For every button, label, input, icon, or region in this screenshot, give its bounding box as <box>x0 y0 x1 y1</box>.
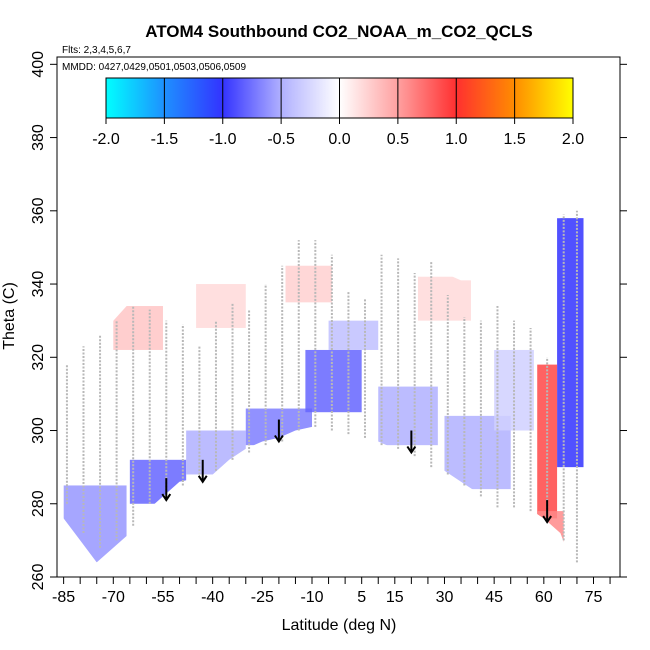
anomaly-cell <box>129 459 187 504</box>
arrow-head <box>161 493 172 502</box>
y-tick-label: 400 <box>30 51 47 78</box>
anomaly-cell <box>285 265 332 303</box>
y-tick-label: 320 <box>30 344 47 371</box>
colorbar-tick-label: 0.0 <box>328 131 350 148</box>
colorbar-tick-label: 1.0 <box>445 131 467 148</box>
flights-label: Flts: 2,3,4,5,6,7 <box>62 45 131 56</box>
anomaly-cell <box>378 386 438 446</box>
x-tick-label: 45 <box>485 589 503 606</box>
anomaly-cell <box>537 364 558 519</box>
y-tick-label: 380 <box>30 124 47 151</box>
x-tick-label: 75 <box>585 589 603 606</box>
colorbar-tick-label: -1.0 <box>209 131 237 148</box>
y-axis-label: Theta (C) <box>1 282 18 350</box>
x-tick-label: -40 <box>201 589 224 606</box>
y-tick-label: 340 <box>30 271 47 298</box>
colorbar-tick-label: -1.5 <box>151 131 179 148</box>
y-tick-label: 300 <box>30 417 47 444</box>
x-tick-label: -70 <box>102 589 125 606</box>
anomaly-cell <box>305 349 362 413</box>
x-tick-label: -55 <box>151 589 174 606</box>
x-tick-label: 5 <box>357 589 366 606</box>
x-tick-label: 60 <box>535 589 553 606</box>
arrows-layer <box>161 419 552 524</box>
y-tick-label: 260 <box>30 564 47 591</box>
x-tick-label: -25 <box>251 589 274 606</box>
colorbar-tick-label: -2.0 <box>92 131 120 148</box>
arrow-head <box>542 515 552 524</box>
colorbar-tick-label: 1.5 <box>504 131 526 148</box>
y-tick-label: 280 <box>30 490 47 517</box>
x-axis-label: Latitude (deg N) <box>282 617 397 634</box>
arrow-head <box>197 475 208 484</box>
colorbar-tick-label: -0.5 <box>267 131 295 148</box>
anomaly-cell <box>557 218 584 468</box>
flight-profiles <box>65 210 578 563</box>
colorbar-tick-label: 0.5 <box>387 131 409 148</box>
x-tick-label: 30 <box>436 589 454 606</box>
axes: -85 -70 -55 -40 -25 -10 5 15 30 45 60 75 260 280 300 32… <box>30 51 627 606</box>
y-tick-label: 360 <box>30 197 47 224</box>
arrow-head <box>274 434 284 444</box>
anomaly-cell <box>196 284 246 328</box>
chart-title: ATOM4 Southbound CO2_NOAA_m_CO2_QCLS <box>145 22 533 41</box>
arrow-head <box>406 445 417 455</box>
mmdd-label: MMDD: 0427,0429,0501,0503,0506,0509 <box>62 62 246 73</box>
x-tick-label: -10 <box>300 589 323 606</box>
plot-frame <box>56 56 621 578</box>
anomaly-cell <box>328 320 379 350</box>
anomaly-cell <box>417 276 471 321</box>
anomaly-cell <box>113 306 163 350</box>
x-tick-label: 15 <box>386 589 404 606</box>
colorbar-tick-label: 2.0 <box>562 131 584 148</box>
x-tick-label: -85 <box>52 589 75 606</box>
colorbar: -2.0 -1.5 -1.0 -0.5 0.0 0.5 1.0 1.5 2.0 <box>92 77 584 148</box>
